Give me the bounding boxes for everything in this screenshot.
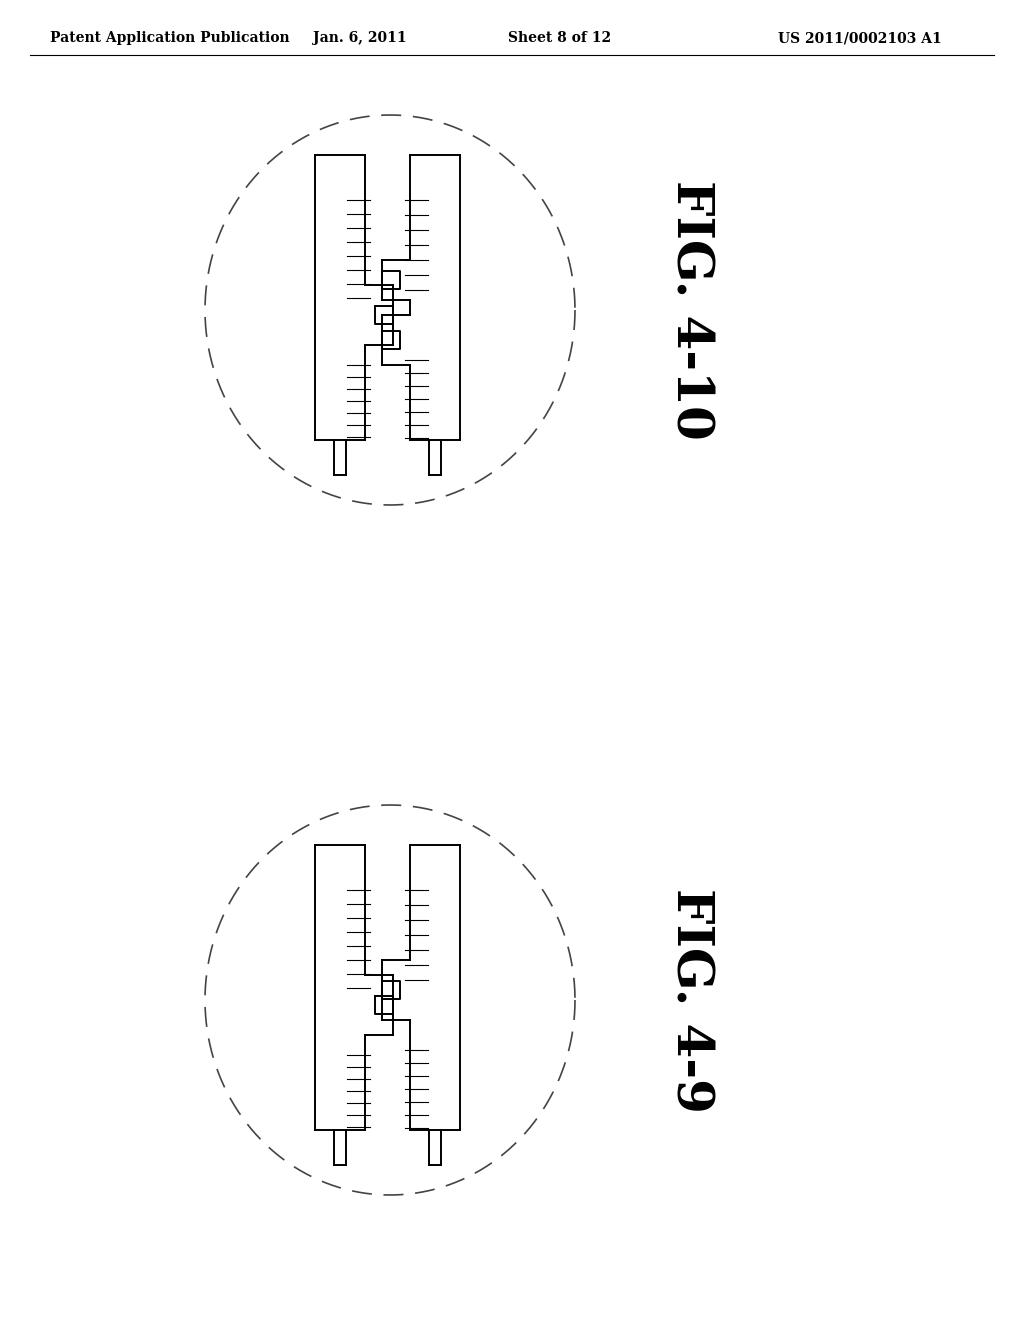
Text: US 2011/0002103 A1: US 2011/0002103 A1 [778,30,942,45]
Text: Patent Application Publication: Patent Application Publication [50,30,290,45]
Text: FIG. 4-9: FIG. 4-9 [666,887,715,1113]
Text: Jan. 6, 2011: Jan. 6, 2011 [313,30,407,45]
Text: Sheet 8 of 12: Sheet 8 of 12 [509,30,611,45]
Text: FIG. 4-10: FIG. 4-10 [666,180,715,440]
